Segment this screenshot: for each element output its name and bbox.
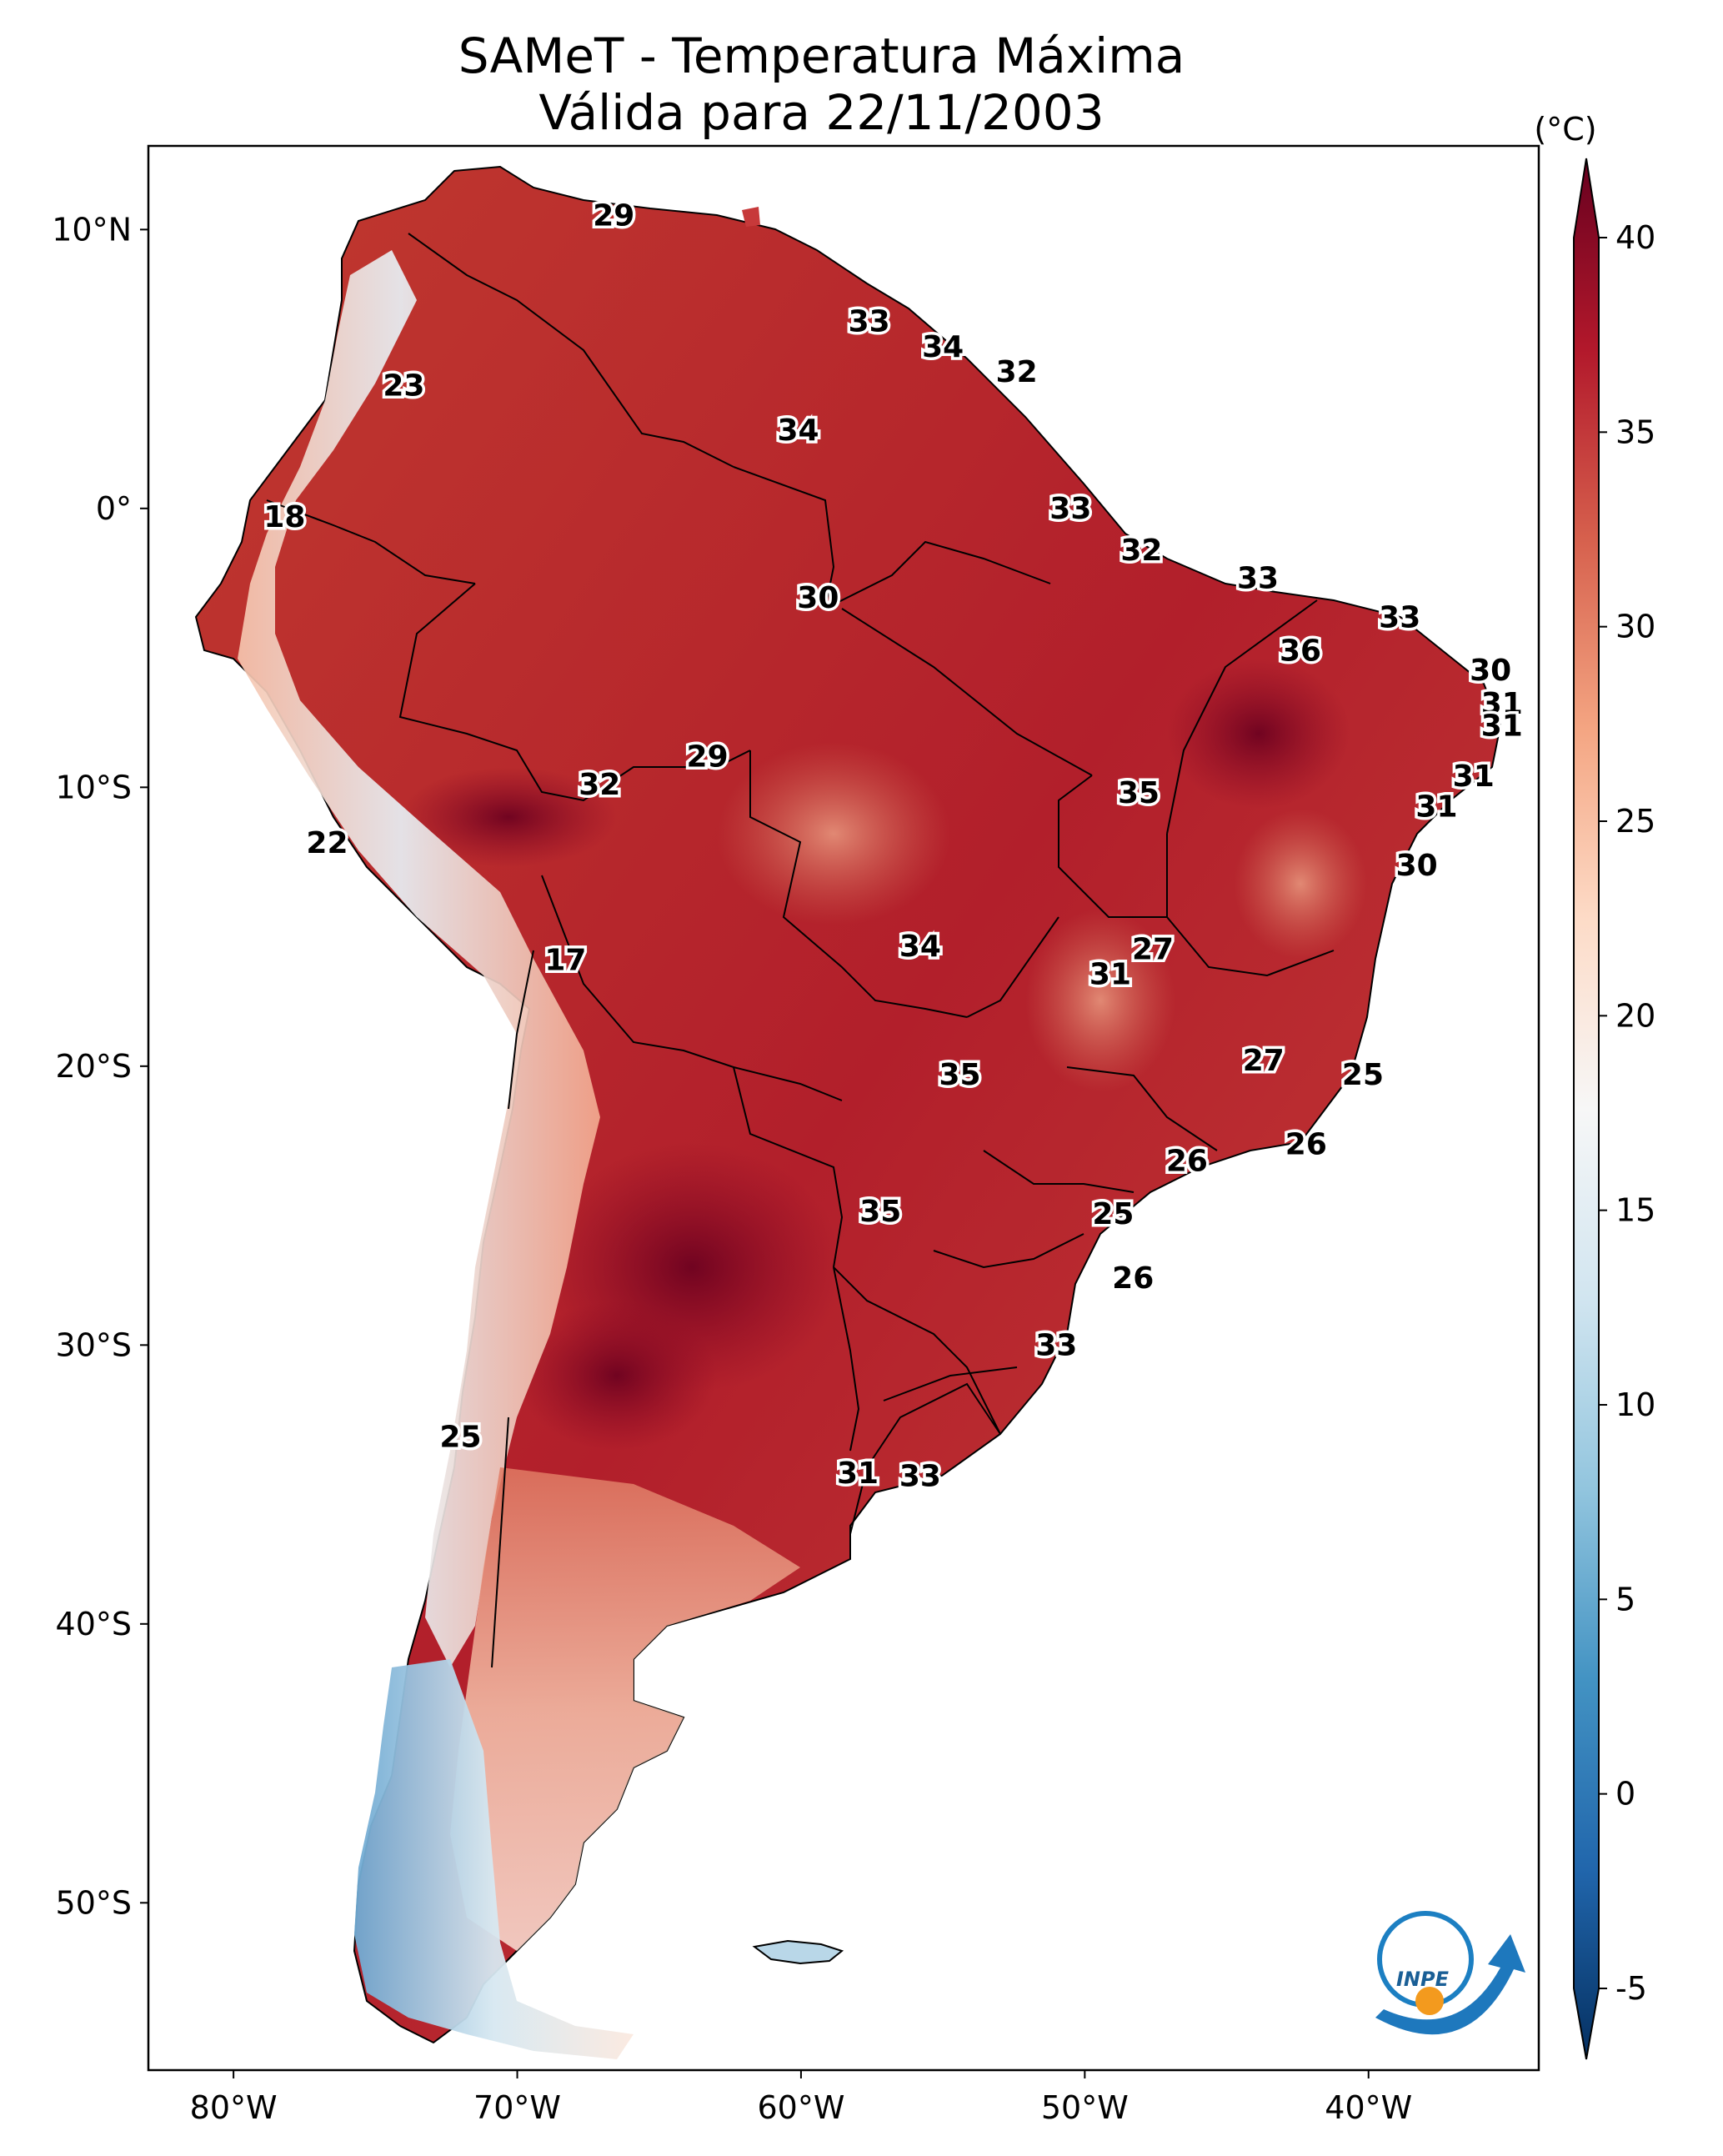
heat-core-amazon-west [400,767,617,867]
contour-label: 31 [1415,790,1457,825]
contour-label: 32 [1120,534,1162,568]
colorbar-tick-label: 40 [1615,219,1655,256]
lat-tick-label: 0° [96,490,132,527]
contour-label: 35 [859,1195,901,1229]
contour-label: 33 [899,1460,941,1494]
colorbar: (°C) 40 35 30 25 20 15 10 5 0 -5 [1534,111,1655,2060]
lon-tick-label: 50°W [1041,2089,1129,2126]
colorbar-tick-label: 20 [1615,997,1655,1034]
contour-label: 30 [1396,849,1438,883]
contour-label: 34 [899,930,941,964]
colorbar-tick-label: 35 [1615,414,1655,450]
lat-tick-label: 40°S [56,1606,132,1642]
contour-label: 17 [544,944,586,978]
warm-core-mato-grosso [717,742,950,925]
contour-label: 31 [1481,709,1523,744]
colorbar-tick-label: 5 [1615,1581,1635,1617]
lat-tick-label: 50°S [56,1884,132,1921]
colorbar-tick-label: 15 [1615,1192,1655,1229]
contour-label: 29 [687,740,729,775]
longitude-axis: 80°W 70°W 60°W 50°W 40°W [190,2070,1412,2126]
colorbar-tick-label: 30 [1615,609,1655,645]
contour-label: 27 [1132,932,1174,966]
lat-tick-label: 10°N [52,211,132,248]
contour-label: 18 [263,500,305,534]
colorbar-tick-label: 0 [1615,1776,1635,1813]
contour-label: 35 [1118,776,1160,810]
contour-label: 23 [383,369,424,404]
contour-label: 31 [837,1457,879,1491]
contour-label: 30 [797,581,839,615]
logo-text: INPE [1396,1968,1450,1991]
country-borders [266,233,1335,1668]
logo-dot-icon [1415,1987,1444,2015]
lon-tick-label: 80°W [190,2089,278,2126]
contour-label: 26 [1285,1127,1327,1161]
contour-label: 25 [1092,1197,1134,1231]
logo-arrow-icon [1375,1934,1525,2035]
warm-core-bahia [1234,809,1367,959]
figure-subtitle: Válida para 22/11/2003 [538,84,1104,141]
contour-label: 33 [1379,600,1420,634]
contour-label: 32 [996,355,1038,389]
inpe-logo: INPE [1375,1911,1525,2035]
colorbar-body [1573,158,1600,2060]
contour-label: 25 [1342,1058,1384,1092]
falkland-islands [752,1939,844,1965]
contour-label: 25 [439,1421,481,1455]
contour-label: 22 [306,826,348,860]
southern-cone [450,1467,800,1951]
heat-core-northeast [1167,659,1350,809]
contour-label: 33 [849,305,890,339]
contour-label: 34 [922,330,964,364]
contour-label: 31 [1481,687,1523,721]
lat-tick-label: 20°S [56,1048,132,1085]
colorbar-ticks: 40 35 30 25 20 15 10 5 0 -5 [1599,219,1655,2007]
andes-band [238,250,600,1667]
lon-tick-label: 40°W [1325,2089,1412,2126]
lat-tick-label: 10°S [56,769,132,805]
colorbar-unit: (°C) [1534,111,1596,148]
contour-label: 27 [1243,1044,1285,1078]
contour-label: 36 [1280,634,1321,668]
trinidad-patch [742,207,760,227]
map-frame [147,144,1540,2072]
lat-tick-label: 30°S [56,1326,132,1363]
contour-label: 26 [1112,1261,1154,1296]
colorbar-tick-label: 25 [1615,803,1655,840]
contour-label: 32 [579,768,620,802]
lon-tick-label: 70°W [473,2089,561,2126]
colorbar-tick-label: -5 [1615,1970,1647,2007]
contour-label: 26 [1166,1145,1208,1179]
patagonia-cold [354,1659,634,2059]
figure-title: SAMeT - Temperatura Máxima [458,28,1185,84]
contour-label: 31 [1089,957,1131,991]
heat-core-pampas [517,1301,717,1451]
contour-label: 31 [1453,760,1495,794]
latitude-axis: 10°N 0° 10°S 20°S 30°S 40°S 50°S [52,211,148,1921]
contour-label: 34 [777,414,819,448]
contour-label: 33 [1035,1328,1077,1362]
contour-label: 30 [1470,654,1511,688]
contour-label: 35 [939,1058,981,1092]
map-area [194,165,1502,2059]
contour-label: 33 [1049,492,1091,526]
lon-tick-label: 60°W [757,2089,844,2126]
contour-label: 29 [593,199,634,233]
contour-label: 33 [1237,561,1279,595]
warm-core-goias [1025,909,1175,1092]
colorbar-tick-label: 10 [1615,1386,1655,1423]
